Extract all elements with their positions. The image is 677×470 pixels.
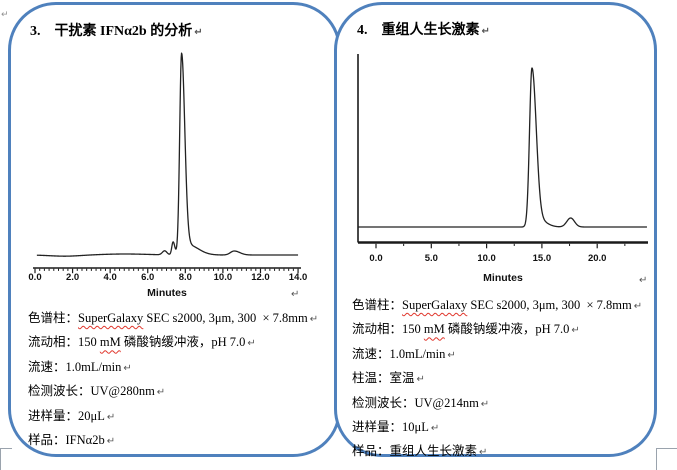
spec-line: 检测波长：UV@214nm ↵ (352, 395, 490, 410)
spec-line: 流动相：150 mM 磷酸钠缓冲液，pH 7.0 ↵ (352, 322, 580, 337)
spec-line: 流速：1.0mL/min ↵ (352, 346, 456, 361)
spec-line: 流速：1.0mL/min ↵ (28, 359, 132, 374)
x-tick-label: 20.0 (588, 253, 607, 264)
x-axis-title: Minutes (147, 287, 187, 299)
spec-line: 进样量：20μL ↵ (28, 408, 116, 423)
panel-number: 4. (357, 23, 368, 38)
object-anchor-mark: ↵ (1, 10, 9, 20)
x-tick-label: 12.0 (251, 272, 270, 283)
paragraph-mark: ↵ (633, 301, 643, 312)
chromatogram-trace (357, 67, 648, 228)
paragraph-mark: ↵ (247, 338, 256, 350)
chromatogram-trace (36, 52, 299, 257)
x-tick-label: 15.0 (533, 253, 552, 264)
spec-line: 样品：IFNα2b ↵ (28, 433, 116, 448)
paragraph-mark: ↵ (291, 289, 300, 300)
x-axis-title: Minutes (483, 272, 523, 284)
panel-title-text: 重组人生长激素 (381, 23, 480, 38)
x-tick-label: 5.0 (425, 253, 438, 264)
paragraph-mark: ↵ (416, 374, 425, 386)
x-tick-label: 4.0 (104, 272, 117, 283)
misspelled-word: SuperGalaxy (78, 311, 144, 325)
paragraph-mark: ↵ (479, 447, 488, 459)
spec-line: 色谱柱：SuperGalaxy SEC s2000, 3μm, 300 × 7.… (352, 298, 643, 312)
x-tick-label: 0.0 (369, 253, 382, 264)
paragraph-mark: ↵ (106, 436, 116, 448)
misspelled-word: mM (99, 335, 121, 350)
paragraph-mark: ↵ (480, 398, 490, 410)
misspelled-word: mM (423, 322, 445, 337)
x-tick-label: 14.0 (289, 272, 308, 283)
paragraph-mark: ↵ (309, 314, 319, 325)
spec-line: 进样量：10μL ↵ (352, 420, 440, 435)
paragraph-mark: ↵ (106, 411, 116, 423)
x-tick-label: 6.0 (141, 272, 154, 283)
spec-list-ifn: 色谱柱：SuperGalaxy SEC s2000, 3μm, 300 × 7.… (28, 307, 318, 453)
chromatogram-hgh-chart[interactable]: 0.0 5.0 10.0 15.0 20.0 Minutes (350, 48, 662, 294)
spec-line: 样品：重组人生长激素 ↵ (352, 444, 488, 459)
paragraph-mark: ↵ (123, 362, 132, 374)
panel-title-text: 干扰素 IFNα2b 的分析 (54, 24, 193, 39)
misspelled-word: SuperGalaxy (402, 298, 468, 312)
paragraph-mark: ↵ (481, 26, 490, 37)
paragraph-mark: ↵ (571, 325, 580, 337)
spec-line: 色谱柱：SuperGalaxy SEC s2000, 3μm, 300 × 7.… (28, 311, 319, 325)
chromatogram-ifn-chart[interactable]: 0.0 2.0 4.0 6.0 8.0 10.0 12.0 14.0 Minutes (20, 44, 322, 308)
spec-line: 流动相：150 mM 磷酸钠缓冲液，pH 7.0 ↵ (28, 335, 256, 350)
paragraph-mark: ↵ (430, 423, 440, 435)
spec-line: 检测波长：UV@280nm ↵ (28, 384, 166, 399)
adjacent-shape-corner (656, 448, 677, 470)
paragraph-mark: ↵ (447, 349, 456, 361)
panel-ifn-alpha2b[interactable]: 3. 干扰素 IFNα2b 的分析 ↵ 0.0 2.0 4.0 6.0 8.0 10.0 1… (8, 2, 341, 457)
x-tick-label: 8.0 (179, 272, 192, 283)
paragraph-mark: ↵ (639, 275, 648, 286)
paragraph-mark: ↵ (156, 387, 166, 399)
adjacent-shape-corner (0, 448, 12, 470)
x-tick-label: 10.0 (214, 272, 233, 283)
panel-hgh[interactable]: 4. 重组人生长激素 ↵ 0.0 5.0 10.0 15.0 20.0 Minutes ↵… (334, 2, 657, 458)
panel-number: 3. (30, 24, 41, 39)
spec-list-hgh: 色谱柱：SuperGalaxy SEC s2000, 3μm, 300 × 7.… (352, 294, 642, 465)
x-tick-label: 2.0 (66, 272, 79, 283)
panel-title-hgh: 4. 重组人生长激素 ↵ (357, 19, 490, 39)
x-tick-label: 10.0 (477, 253, 496, 264)
spec-line: 柱温：室温 ↵ (352, 371, 425, 386)
paragraph-mark: ↵ (194, 27, 203, 38)
panel-title-ifn: 3. 干扰素 IFNα2b 的分析 ↵ (30, 20, 203, 40)
x-tick-label: 0.0 (28, 272, 41, 283)
